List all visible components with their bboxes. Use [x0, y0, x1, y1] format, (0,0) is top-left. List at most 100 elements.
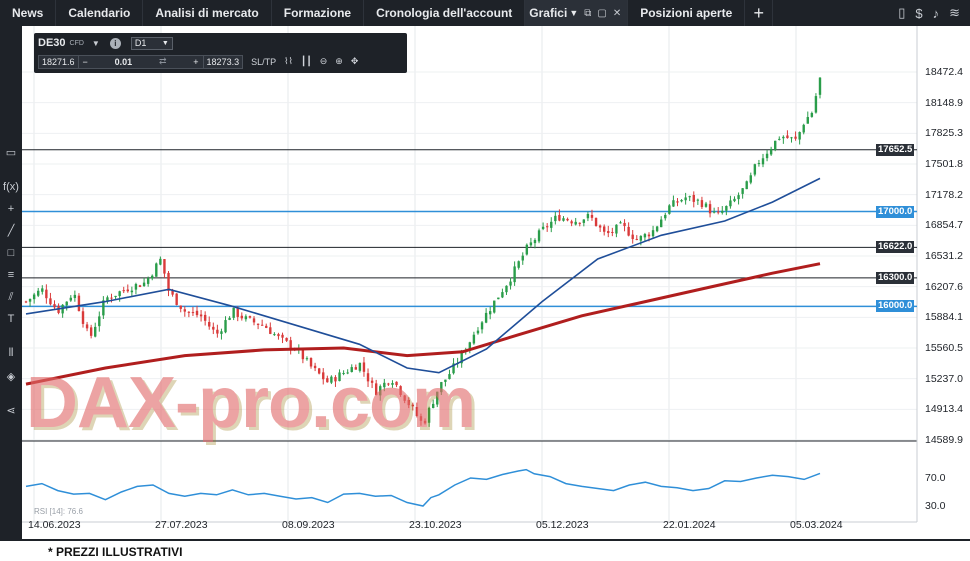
candle-body	[468, 342, 472, 351]
candle-body	[383, 382, 386, 388]
chart-type-icon[interactable]: ▭	[5, 147, 17, 159]
quantity-value[interactable]: 0.01	[114, 56, 133, 67]
candle-body	[448, 374, 451, 380]
sltp-button[interactable]: SL/TP	[251, 56, 277, 67]
candle-body	[672, 200, 675, 207]
candle-body	[521, 255, 524, 261]
add-tab-button[interactable]: +	[745, 0, 774, 26]
currency-icon[interactable]: $	[915, 5, 923, 21]
popout-icon[interactable]: ⧉	[584, 7, 592, 19]
date-tick-label: 05.12.2023	[536, 519, 589, 531]
candle-body	[708, 204, 712, 214]
info-icon[interactable]: i	[109, 37, 121, 49]
text-tool-icon[interactable]: T	[7, 313, 15, 325]
function-icon[interactable]: f(x)	[3, 181, 19, 193]
channel-icon[interactable]: ⫽	[8, 291, 14, 303]
candle-body	[721, 210, 724, 213]
ruler-icon[interactable]: ⦀	[8, 347, 14, 359]
candle-body	[753, 164, 757, 175]
candle-body	[729, 200, 732, 207]
candle-body	[501, 292, 504, 298]
level-price-tag[interactable]: 17000.0	[876, 205, 915, 218]
level-price-tag[interactable]: 17652.5	[876, 143, 915, 156]
candle-body	[252, 318, 256, 323]
candle-body	[175, 293, 178, 305]
close-icon[interactable]: ✕	[612, 7, 622, 19]
candles-icon[interactable]: ┃┃	[300, 56, 312, 66]
candle-body	[313, 365, 317, 369]
watermark: DAX-pro.com	[26, 363, 476, 443]
crosshair-icon[interactable]: +	[7, 203, 15, 215]
candle-body	[598, 225, 602, 228]
level-price-tag[interactable]: 16622.0	[876, 241, 915, 254]
candle-body	[403, 395, 406, 401]
candle-body	[334, 377, 337, 382]
candle-body	[623, 222, 626, 227]
candle-body	[704, 203, 708, 207]
fibonacci-icon[interactable]: ≡	[7, 269, 15, 281]
nav-news[interactable]: News	[0, 0, 57, 26]
candle-body	[558, 214, 561, 221]
nav-cronologia[interactable]: Cronologia dell'account	[364, 0, 526, 26]
candle-body	[77, 295, 81, 312]
maximize-icon[interactable]: ▢	[597, 7, 607, 19]
plus-icon[interactable]: +	[193, 56, 199, 67]
level-price-tag[interactable]: 16300.0	[876, 271, 915, 284]
top-nav: News Calendario Analisi di mercato Forma…	[0, 0, 970, 26]
nav-calendario[interactable]: Calendario	[56, 0, 144, 26]
chevron-down-icon[interactable]: ▼	[569, 8, 579, 18]
left-toolbar: ▭ f(x) + ╱ □ ≡ ⫽ T ⦀ ◈ ⋖	[0, 26, 22, 539]
candle-body	[85, 324, 89, 329]
candle-body	[655, 226, 659, 232]
candle-body	[607, 231, 610, 234]
candle-body	[285, 337, 288, 341]
candle-body	[65, 301, 68, 306]
line-chart-icon[interactable]: ⌇⌇	[284, 56, 293, 66]
price-tick-label: 15237.0	[925, 372, 963, 385]
candle-body	[688, 196, 691, 198]
candle-body	[61, 304, 64, 314]
bell-icon[interactable]: ♪	[932, 5, 940, 21]
chart-area[interactable]	[22, 26, 970, 539]
quantity-stepper[interactable]: − 0.01 ⇄ +	[78, 54, 203, 69]
zoom-in-icon[interactable]: ⊕	[335, 56, 343, 66]
chevron-down-icon[interactable]: ▼	[91, 38, 100, 48]
level-price-tag[interactable]: 16000.0	[876, 300, 915, 313]
price-chart[interactable]	[22, 26, 970, 539]
candle-body	[224, 320, 227, 333]
candle-body	[529, 242, 533, 246]
candle-body	[212, 326, 215, 330]
layout-icon[interactable]: ▯	[898, 5, 906, 20]
layers-icon[interactable]: ◈	[6, 371, 16, 383]
candle-body	[444, 379, 447, 382]
chevron-down-icon: ▼	[161, 39, 169, 47]
footer: * PREZZI ILLUSTRATIVI	[0, 539, 970, 561]
tab-grafici[interactable]: Grafici ▼ ⧉ ▢ ✕	[525, 0, 629, 26]
nav-formazione[interactable]: Formazione	[272, 0, 365, 26]
price-tick-label: 16531.2	[925, 249, 963, 262]
candle-body	[611, 231, 614, 233]
move-icon[interactable]: ✥	[350, 56, 359, 66]
minus-icon[interactable]: −	[82, 56, 88, 67]
timeframe-select[interactable]: D1 ▼	[130, 36, 173, 50]
candle-body	[45, 289, 48, 299]
tab-posizioni[interactable]: Posizioni aperte	[628, 0, 746, 26]
buy-price[interactable]: 18273.3	[202, 54, 244, 69]
candle-body	[737, 195, 740, 200]
line-tool-icon[interactable]: ╱	[7, 225, 15, 237]
candle-body	[28, 298, 32, 302]
swap-icon[interactable]: ⇄	[158, 56, 167, 66]
candle-body	[134, 284, 138, 290]
candle-body	[354, 367, 358, 370]
candle-body	[37, 290, 40, 296]
nav-analisi[interactable]: Analisi di mercato	[143, 0, 272, 26]
candle-body	[627, 226, 630, 236]
candle-body	[326, 378, 329, 383]
rectangle-tool-icon[interactable]: □	[7, 247, 15, 259]
symbol-label[interactable]: DE30	[38, 37, 66, 49]
candle-body	[790, 137, 793, 139]
sell-price[interactable]: 18271.6	[38, 54, 79, 69]
candle-body	[281, 334, 284, 338]
share-icon[interactable]: ⋖	[6, 405, 16, 417]
zoom-out-icon[interactable]: ⊖	[319, 56, 328, 66]
